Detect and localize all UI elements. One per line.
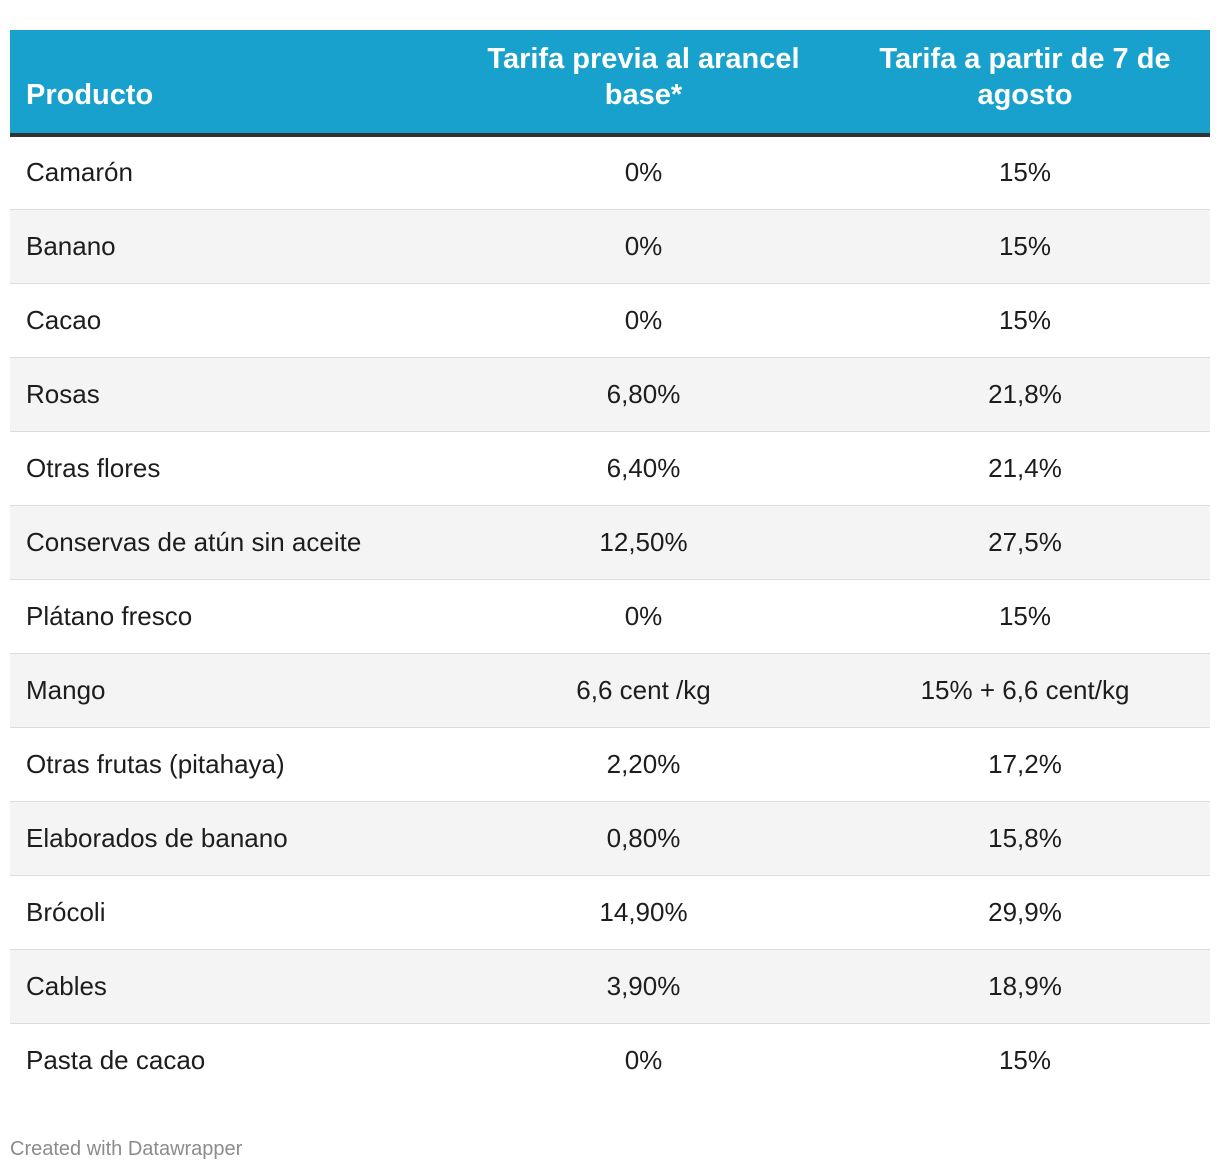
cell-producto: Mango [10, 653, 447, 728]
cell-tarifa-agosto: 15% [840, 135, 1210, 210]
cell-producto: Rosas [10, 357, 447, 432]
cell-producto: Banano [10, 209, 447, 284]
table-header: Producto Tarifa previa al arancel base* … [10, 30, 1210, 137]
header-row: Producto Tarifa previa al arancel base* … [10, 30, 1210, 137]
cell-producto: Plátano fresco [10, 579, 447, 654]
cell-producto: Cacao [10, 283, 447, 358]
cell-tarifa-agosto: 15,8% [840, 801, 1210, 876]
cell-tarifa-previa: 14,90% [447, 875, 840, 950]
cell-tarifa-previa: 3,90% [447, 949, 840, 1024]
header-producto: Producto [10, 30, 447, 137]
cell-tarifa-agosto: 15% [840, 579, 1210, 654]
table-row: Mango 6,6 cent /kg 15% + 6,6 cent/kg [10, 653, 1210, 728]
cell-tarifa-agosto: 15% [840, 283, 1210, 358]
cell-tarifa-previa: 6,6 cent /kg [447, 653, 840, 728]
table-row: Otras flores 6,40% 21,4% [10, 431, 1210, 506]
cell-producto: Elaborados de banano [10, 801, 447, 876]
datawrapper-credit: Created with Datawrapper [10, 1138, 243, 1160]
table-row: Rosas 6,80% 21,8% [10, 357, 1210, 432]
cell-tarifa-agosto: 21,4% [840, 431, 1210, 506]
cell-tarifa-previa: 6,80% [447, 357, 840, 432]
cell-producto: Conservas de atún sin aceite [10, 505, 447, 580]
cell-tarifa-previa: 0% [447, 283, 840, 358]
cell-producto: Cables [10, 949, 447, 1024]
tariff-table: Producto Tarifa previa al arancel base* … [10, 30, 1210, 1097]
cell-producto: Otras frutas (pitahaya) [10, 727, 447, 802]
table-row: Cables 3,90% 18,9% [10, 949, 1210, 1024]
cell-tarifa-agosto: 15% [840, 209, 1210, 284]
cell-tarifa-previa: 0% [447, 209, 840, 284]
table-row: Conservas de atún sin aceite 12,50% 27,5% [10, 505, 1210, 580]
cell-tarifa-agosto: 21,8% [840, 357, 1210, 432]
cell-producto: Brócoli [10, 875, 447, 950]
table-row: Brócoli 14,90% 29,9% [10, 875, 1210, 950]
table-row: Elaborados de banano 0,80% 15,8% [10, 801, 1210, 876]
cell-tarifa-previa: 2,20% [447, 727, 840, 802]
table-row: Otras frutas (pitahaya) 2,20% 17,2% [10, 727, 1210, 802]
table-body: Camarón 0% 15% Banano 0% 15% Cacao 0% 15% Rosas 6,… [10, 135, 1210, 1097]
cell-tarifa-agosto: 18,9% [840, 949, 1210, 1024]
cell-producto: Pasta de cacao [26, 1044, 206, 1075]
table-row: Camarón 0% 15% [10, 135, 1210, 210]
cell-tarifa-agosto: 29,9% [840, 875, 1210, 950]
cell-tarifa-previa: 0% [624, 1044, 663, 1075]
header-tarifa-previa: Tarifa previa al arancel base* [447, 30, 840, 137]
cell-tarifa-agosto: 27,5% [840, 505, 1210, 580]
cell-tarifa-agosto: 17,2% [840, 727, 1210, 802]
cell-tarifa-previa: 0% [447, 135, 840, 210]
cell-tarifa-previa: 0% [447, 579, 840, 654]
cell-producto: Camarón [10, 135, 447, 210]
tariff-table-container: Producto Tarifa previa al arancel base* … [10, 30, 1210, 1097]
header-tarifa-agosto: Tarifa a partir de 7 de agosto [840, 30, 1210, 137]
cell-tarifa-agosto: 15% [998, 1044, 1052, 1075]
cell-tarifa-previa: 6,40% [447, 431, 840, 506]
cell-tarifa-agosto: 15% + 6,6 cent/kg [840, 653, 1210, 728]
table-row: Banano 0% 15% [10, 209, 1210, 284]
cell-tarifa-previa: 12,50% [447, 505, 840, 580]
cell-tarifa-previa: 0,80% [447, 801, 840, 876]
table-row: Cacao 0% 15% [10, 283, 1210, 358]
table-row: Plátano fresco 0% 15% [10, 579, 1210, 654]
table-row: Pasta de cacao 0% 15% [10, 1023, 1210, 1097]
cell-producto: Otras flores [10, 431, 447, 506]
